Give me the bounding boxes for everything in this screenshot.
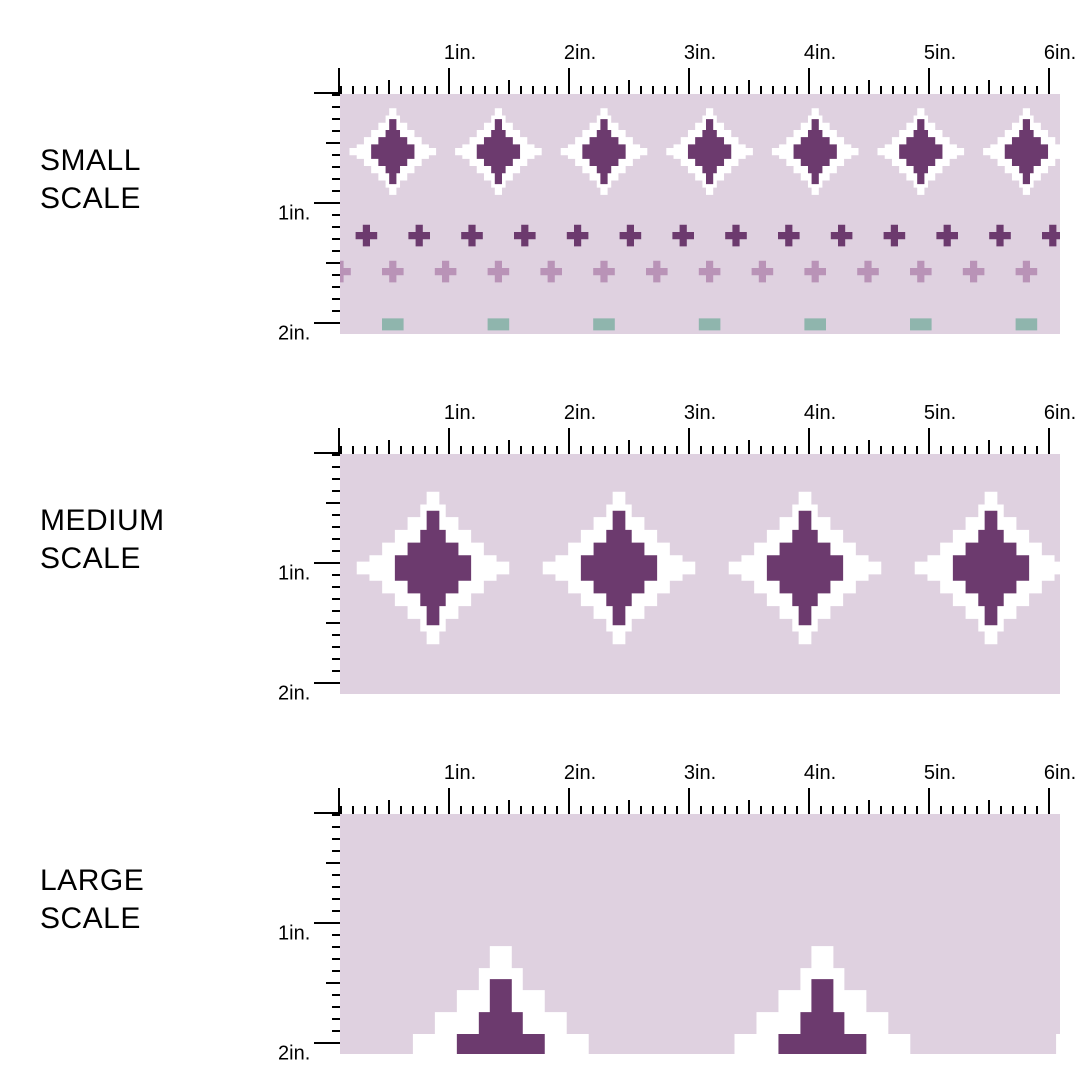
ruler-h-labels: 1in.2in.3in.4in.5in.6in. (340, 40, 1060, 68)
pattern-swatch-medium (340, 454, 1060, 694)
scale-row-large: LARGESCALE1in.2in.3in.4in.5in.6in.1in.2i… (40, 760, 1080, 1060)
ruler-horizontal (340, 68, 1060, 94)
scale-row-small: SMALLSCALE1in.2in.3in.4in.5in.6in.1in.2i… (40, 40, 1080, 340)
ruler-h-labels: 1in.2in.3in.4in.5in.6in. (340, 760, 1060, 788)
pattern-swatch-large (340, 814, 1060, 1054)
scale-label-medium: MEDIUMSCALE (40, 502, 165, 577)
ruler-horizontal (340, 428, 1060, 454)
pattern-swatch-small (340, 94, 1060, 334)
ruler-vertical (314, 814, 340, 1054)
scale-row-medium: MEDIUMSCALE1in.2in.3in.4in.5in.6in.1in.2… (40, 400, 1080, 700)
ruler-vertical (314, 94, 340, 334)
ruler-horizontal (340, 788, 1060, 814)
ruler-h-labels: 1in.2in.3in.4in.5in.6in. (340, 400, 1060, 428)
scale-label-large: LARGESCALE (40, 862, 144, 937)
ruler-vertical (314, 454, 340, 694)
scale-label-small: SMALLSCALE (40, 142, 141, 217)
